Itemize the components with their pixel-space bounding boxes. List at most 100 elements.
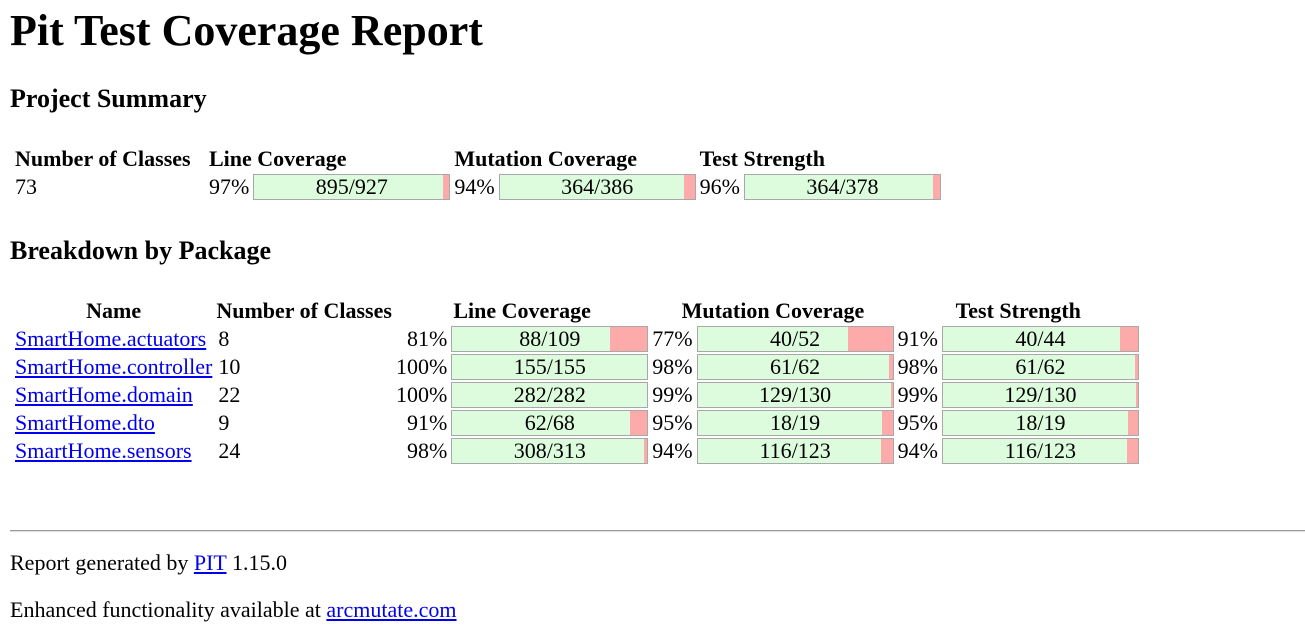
footer-divider — [10, 530, 1305, 532]
arcmutate-link[interactable]: arcmutate.com — [326, 597, 457, 622]
package-test-strength-bar-cell: 116/123 — [941, 438, 1139, 464]
package-line-coverage-bar: 155/155 — [451, 354, 649, 380]
package-link[interactable]: SmartHome.domain — [15, 382, 193, 407]
package-line-coverage-fill — [452, 411, 631, 435]
package-name-cell: SmartHome.actuators — [15, 326, 212, 352]
footer-generated-prefix: Report generated by — [10, 550, 194, 575]
package-mutation-coverage-bar: 18/19 — [696, 410, 894, 436]
package-line-coverage-bar-cell: 62/68 — [451, 410, 649, 436]
package-row: SmartHome.domain 22 100% 282/282 99% 129/130 9… — [15, 382, 1139, 408]
package-line-coverage-text: 282/282 — [513, 382, 586, 407]
package-line-coverage-text: 62/68 — [524, 410, 575, 435]
footer-generated-version: 1.15.0 — [226, 550, 287, 575]
package-header-classes: Number of Classes — [216, 298, 392, 323]
package-mutation-coverage-fill — [697, 355, 890, 379]
package-mutation-coverage-bar-cell: 61/62 — [696, 354, 894, 380]
summary-mutation-coverage-text: 364/386 — [561, 174, 634, 199]
package-name-cell: SmartHome.dto — [15, 410, 212, 436]
package-classes-count: 8 — [218, 326, 230, 351]
package-mutation-coverage-bar: 40/52 — [696, 326, 894, 352]
package-line-coverage-pct: 91% — [406, 410, 448, 435]
package-line-coverage-fill — [452, 327, 610, 351]
package-mutation-coverage-fill — [697, 439, 882, 463]
package-line-coverage-pct: 98% — [406, 438, 448, 463]
summary-classes-value: 73 — [15, 174, 37, 199]
package-mutation-coverage-text: 129/130 — [759, 382, 832, 407]
footer-generated: Report generated by PIT 1.15.0 — [10, 550, 287, 576]
package-mutation-coverage-text: 116/123 — [759, 438, 831, 463]
package-line-coverage-text: 308/313 — [513, 438, 586, 463]
package-mutation-coverage-pct: 99% — [652, 382, 693, 407]
package-classes-count: 9 — [218, 410, 230, 435]
summary-line-coverage-text: 895/927 — [315, 174, 388, 199]
package-line-coverage-pct: 81% — [406, 326, 448, 351]
package-line-coverage-bar: 62/68 — [451, 410, 649, 436]
summary-header-classes: Number of Classes — [15, 146, 191, 171]
summary-mutation-bar-cell: 364/386 — [498, 174, 696, 200]
summary-test-strength-bar: 364/378 — [743, 174, 941, 200]
summary-row: 73 97% 895/927 94% 364/386 96% 364/378 — [15, 174, 941, 200]
package-line-coverage-bar-cell: 308/313 — [451, 438, 649, 464]
package-test-strength-bar-cell: 61/62 — [941, 354, 1139, 380]
package-test-strength-text: 116/123 — [1004, 438, 1077, 463]
package-line-coverage-fill — [452, 383, 648, 407]
package-test-strength-pct: 99% — [897, 382, 938, 407]
package-mutation-coverage-text: 61/62 — [770, 354, 821, 379]
package-mutation-coverage-bar: 129/130 — [696, 382, 894, 408]
package-mutation-coverage-bar-cell: 116/123 — [696, 438, 894, 464]
package-link[interactable]: SmartHome.sensors — [15, 438, 192, 463]
package-name-cell: SmartHome.sensors — [15, 438, 212, 464]
package-test-strength-bar-cell: 129/130 — [941, 382, 1139, 408]
package-mutation-coverage-bar: 61/62 — [696, 354, 894, 380]
package-mutation-coverage-bar: 116/123 — [696, 438, 894, 464]
package-line-coverage-bar-cell: 88/109 — [451, 326, 649, 352]
package-mutation-coverage-bar-cell: 40/52 — [696, 326, 894, 352]
package-name-cell: SmartHome.controller — [15, 354, 212, 380]
package-test-strength-pct: 91% — [897, 326, 938, 351]
package-line-coverage-bar: 282/282 — [451, 382, 649, 408]
summary-line-bar-cell: 895/927 — [253, 174, 451, 200]
package-link[interactable]: SmartHome.controller — [15, 354, 213, 379]
package-mutation-coverage-pct: 95% — [652, 410, 693, 435]
summary-mutation-pct: 94% — [454, 174, 495, 199]
package-header-line: Line Coverage — [453, 298, 591, 323]
package-test-strength-bar-cell: 40/44 — [941, 326, 1139, 352]
package-test-strength-pct: 98% — [897, 354, 938, 379]
package-breakdown-table: Name Number of Classes Line Coverage Mut… — [11, 296, 1143, 466]
summary-line-coverage-fill — [254, 175, 443, 199]
package-test-strength-fill — [942, 439, 1127, 463]
package-mutation-coverage-text: 40/52 — [770, 326, 821, 351]
package-mutation-coverage-fill — [697, 327, 848, 351]
package-line-coverage-pct: 100% — [395, 354, 448, 379]
package-name-cell: SmartHome.domain — [15, 382, 212, 408]
package-test-strength-bar: 61/62 — [941, 354, 1139, 380]
package-classes-count: 24 — [218, 438, 241, 463]
summary-line-coverage-bar: 895/927 — [253, 174, 451, 200]
package-line-coverage-bar: 88/109 — [451, 326, 649, 352]
package-test-strength-fill — [942, 355, 1135, 379]
package-header-row: Name Number of Classes Line Coverage Mut… — [15, 298, 1139, 324]
package-test-strength-bar: 129/130 — [941, 382, 1139, 408]
package-mutation-coverage-pct: 94% — [652, 438, 693, 463]
package-mutation-coverage-fill — [697, 383, 892, 407]
footer-enhanced: Enhanced functionality available at arcm… — [10, 597, 457, 623]
summary-strength-pct: 96% — [699, 174, 740, 199]
page-title: Pit Test Coverage Report — [10, 6, 483, 55]
package-classes-count: 22 — [218, 382, 241, 407]
summary-test-strength-text: 364/378 — [806, 174, 879, 199]
package-test-strength-text: 61/62 — [1015, 354, 1066, 379]
package-link[interactable]: SmartHome.dto — [15, 410, 155, 435]
package-line-coverage-text: 88/109 — [519, 326, 581, 351]
package-test-strength-fill — [942, 383, 1137, 407]
project-summary-heading: Project Summary — [10, 84, 207, 113]
package-classes-count: 10 — [218, 354, 241, 379]
package-test-strength-bar-cell: 18/19 — [941, 410, 1139, 436]
package-line-coverage-fill — [452, 439, 645, 463]
package-header-name: Name — [86, 298, 142, 323]
summary-header-row: Number of Classes Line Coverage Mutation… — [15, 146, 941, 172]
package-test-strength-fill — [942, 327, 1121, 351]
pit-link[interactable]: PIT — [193, 550, 227, 575]
package-test-strength-text: 40/44 — [1015, 326, 1066, 351]
package-test-strength-text: 129/130 — [1004, 382, 1077, 407]
package-link[interactable]: SmartHome.actuators — [15, 326, 207, 351]
